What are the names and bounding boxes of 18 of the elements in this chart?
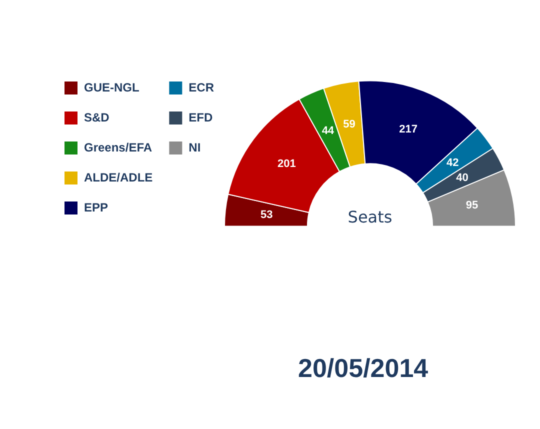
data-label: 95 xyxy=(466,200,478,212)
data-label: 59 xyxy=(343,118,356,130)
data-label: 217 xyxy=(399,124,418,136)
legend-label: S&D xyxy=(84,110,110,124)
legend-label: EFD xyxy=(188,110,213,124)
data-label: 42 xyxy=(446,157,459,170)
legend-label: GUE-NGL xyxy=(84,80,140,94)
data-label: 40 xyxy=(456,172,468,184)
legend-label: Greens/EFA xyxy=(84,140,152,154)
legend-label: EPP xyxy=(84,200,108,214)
legend-label: ALDE/ADLE xyxy=(84,170,153,184)
data-label: 201 xyxy=(278,158,296,170)
legend-label: ECR xyxy=(188,80,214,94)
legend-label: NI xyxy=(188,140,201,154)
data-label: 44 xyxy=(322,125,335,138)
text: 20/05/2014 xyxy=(298,353,430,384)
text: Seats xyxy=(348,207,392,226)
data-label: 53 xyxy=(260,208,273,221)
